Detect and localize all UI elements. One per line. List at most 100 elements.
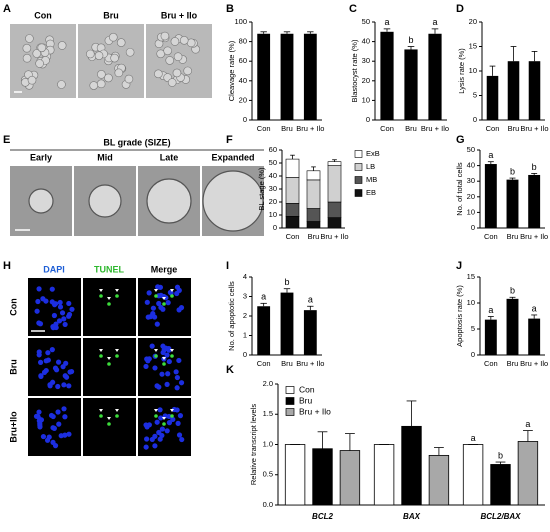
error-bar bbox=[332, 159, 337, 162]
nucleus bbox=[51, 312, 58, 319]
panel-letter: K bbox=[226, 364, 234, 376]
embryo bbox=[183, 66, 192, 76]
panel-letter: I bbox=[226, 260, 229, 272]
nucleus bbox=[43, 367, 49, 374]
panel-letter: D bbox=[456, 3, 464, 15]
y-tick-label: 5 bbox=[471, 324, 475, 333]
nucleus bbox=[35, 298, 41, 305]
column-label: Merge bbox=[151, 264, 178, 274]
bar bbox=[303, 33, 317, 121]
fluorescence-image bbox=[83, 278, 136, 336]
embryo bbox=[89, 81, 99, 90]
bar-segment bbox=[306, 221, 321, 229]
x-tick-label: Bru + Ilo bbox=[296, 124, 324, 133]
significance-letter: b bbox=[532, 162, 537, 172]
error-bar bbox=[531, 172, 538, 175]
arrowhead bbox=[115, 349, 119, 352]
y-axis-title: No. of total cells bbox=[455, 162, 464, 216]
embryo bbox=[85, 49, 95, 59]
blastocyst bbox=[202, 170, 264, 232]
error-bar bbox=[307, 305, 314, 311]
embryo bbox=[160, 31, 170, 41]
nucleus bbox=[63, 360, 69, 366]
image-label: Bru bbox=[103, 10, 119, 20]
y-tick-label: 0 bbox=[243, 350, 247, 359]
arrowhead bbox=[115, 289, 119, 292]
bar bbox=[303, 310, 317, 355]
error-bar bbox=[509, 296, 516, 299]
arrowhead bbox=[170, 409, 174, 412]
bar bbox=[486, 75, 499, 120]
significance-letter: a bbox=[532, 303, 537, 313]
error-bar bbox=[523, 430, 533, 442]
nucleus bbox=[174, 407, 180, 413]
tunel-spot bbox=[154, 294, 158, 298]
nucleus bbox=[152, 314, 158, 320]
embryo bbox=[170, 37, 180, 46]
nucleus bbox=[61, 316, 67, 322]
bar-segment bbox=[327, 217, 342, 229]
nucleus bbox=[164, 381, 170, 387]
significance-letter: a bbox=[488, 305, 493, 315]
bar bbox=[280, 33, 294, 121]
y-tick-label: 0 bbox=[273, 223, 277, 232]
nucleus bbox=[56, 318, 63, 324]
nucleus bbox=[38, 373, 44, 379]
error-bar bbox=[495, 461, 506, 465]
panel-letter: C bbox=[349, 3, 357, 15]
nucleus bbox=[45, 357, 51, 363]
embryo bbox=[96, 79, 106, 89]
error-bar bbox=[406, 400, 417, 427]
error-bar bbox=[317, 431, 328, 449]
x-tick-label: Con bbox=[380, 124, 394, 133]
y-tick-label: 1.5 bbox=[263, 409, 273, 418]
nucleus bbox=[51, 302, 58, 308]
nucleus bbox=[179, 436, 185, 443]
embryo bbox=[97, 70, 106, 79]
nucleus bbox=[37, 422, 43, 428]
bar bbox=[528, 174, 541, 228]
nucleus bbox=[176, 307, 182, 313]
embryo bbox=[22, 53, 32, 63]
bar bbox=[380, 31, 394, 120]
nucleus bbox=[173, 369, 179, 375]
y-tick-label: 0 bbox=[243, 115, 247, 124]
bar bbox=[490, 464, 511, 506]
bar-segment bbox=[306, 208, 321, 222]
embryo bbox=[22, 43, 32, 53]
nucleus bbox=[156, 429, 162, 436]
significance-letter: b bbox=[498, 450, 503, 460]
error-bar bbox=[434, 447, 444, 456]
fluorescence-image bbox=[83, 398, 136, 456]
panel-letter: H bbox=[3, 260, 11, 272]
nucleus bbox=[154, 383, 160, 389]
legend-swatch bbox=[285, 397, 295, 405]
nucleus bbox=[55, 383, 61, 390]
nucleus bbox=[178, 380, 185, 386]
y-tick-label: 50 bbox=[467, 145, 475, 154]
nucleus bbox=[165, 371, 171, 377]
legend-label: Bru + Ilo bbox=[299, 406, 331, 416]
nucleus bbox=[57, 304, 64, 310]
nucleus bbox=[146, 290, 152, 296]
y-tick-label: 20 bbox=[269, 197, 277, 206]
bar-segment bbox=[327, 201, 342, 218]
y-axis-title: Blastocyst rate (%) bbox=[350, 39, 359, 102]
bar-segment bbox=[327, 165, 342, 203]
tunel-spot bbox=[162, 422, 166, 426]
x-tick-label: Con bbox=[286, 232, 300, 241]
bar bbox=[339, 450, 361, 506]
nucleus bbox=[164, 428, 170, 434]
legend-label: LB bbox=[366, 162, 375, 171]
y-tick-label: 40 bbox=[269, 171, 277, 180]
legend-swatch bbox=[354, 163, 363, 171]
nucleus bbox=[45, 350, 51, 356]
embryo bbox=[104, 73, 113, 83]
embryo bbox=[27, 75, 37, 85]
y-tick-label: 20 bbox=[469, 17, 477, 26]
legend-label: ExB bbox=[366, 149, 380, 158]
error-bar bbox=[307, 31, 314, 34]
error-bar bbox=[260, 31, 267, 34]
nucleus bbox=[144, 436, 150, 442]
